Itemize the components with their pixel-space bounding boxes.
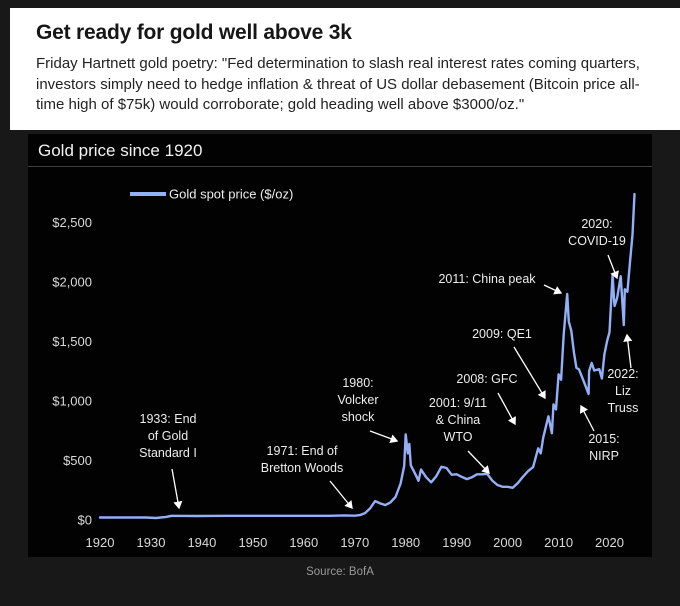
svg-text:of Gold: of Gold (148, 429, 188, 443)
svg-text:2015:: 2015: (588, 432, 619, 446)
svg-text:1980: 1980 (391, 535, 420, 550)
post-card: Get ready for gold well above 3k Friday … (10, 8, 680, 130)
svg-text:Standard I: Standard I (139, 446, 197, 460)
chart-source: Source: BofA (306, 565, 374, 578)
y-axis: $0 $500 $1,000 $1,500 $2,000 $2,500 (52, 215, 92, 527)
svg-text:$2,000: $2,000 (52, 274, 92, 289)
chart-card: Gold price since 1920 $0 $500 $1,000 $1,500… (28, 133, 652, 557)
svg-text:2020:: 2020: (581, 217, 612, 231)
svg-text:& China: & China (436, 413, 481, 427)
svg-text:Volcker: Volcker (338, 393, 379, 407)
gold-chart-svg: $0$500$1,000$1,500$2,000$2,500 1920 1930 1… (52, 186, 639, 550)
svg-text:2009: QE1: 2009: QE1 (472, 327, 532, 341)
chart-legend: Gold spot price ($/oz) (130, 186, 293, 201)
svg-text:Truss: Truss (608, 401, 639, 415)
svg-text:1950: 1950 (238, 535, 267, 550)
post-body: Friday Hartnett gold poetry: "Fed determ… (36, 55, 640, 114)
x-axis: 1920 1930 1940 1950 1960 1970 1980 1990 2000 2010… (86, 535, 624, 550)
svg-text:1971: End of: 1971: End of (267, 444, 338, 458)
svg-text:1970: 1970 (340, 535, 369, 550)
svg-text:2011: China peak: 2011: China peak (438, 272, 536, 286)
svg-text:Bretton Woods: Bretton Woods (261, 461, 343, 475)
svg-text:2001: 9/11: 2001: 9/11 (429, 396, 487, 410)
svg-text:2022:: 2022: (607, 367, 638, 381)
svg-text:WTO: WTO (444, 430, 473, 444)
svg-text:$0: $0 (78, 512, 92, 527)
svg-text:2010: 2010 (544, 535, 573, 550)
svg-text:NIRP: NIRP (589, 449, 619, 463)
post-title: Get ready for gold well above 3k (36, 21, 352, 44)
svg-text:$500: $500 (63, 453, 92, 468)
svg-text:2000: 2000 (493, 535, 522, 550)
chart-body: $0 $500 $1,000 $1,500 $2,000 $2,500 1920 1930 1… (28, 167, 652, 557)
svg-text:2020: 2020 (595, 535, 624, 550)
svg-text:Gold spot price ($/oz): Gold spot price ($/oz) (169, 186, 293, 201)
svg-text:1990: 1990 (442, 535, 471, 550)
svg-text:2008: GFC: 2008: GFC (456, 372, 517, 386)
chart-title: Gold price since 1920 (28, 134, 652, 167)
chart-annotations: 1933: End of Gold Standard I 1971: End of Br… (139, 217, 639, 509)
svg-text:1940: 1940 (187, 535, 216, 550)
svg-text:1933: End: 1933: End (140, 412, 197, 426)
svg-text:1980:: 1980: (342, 376, 373, 390)
svg-text:1960: 1960 (289, 535, 318, 550)
svg-text:1930: 1930 (137, 535, 166, 550)
svg-text:$2,500: $2,500 (52, 215, 92, 230)
svg-text:1920: 1920 (86, 535, 115, 550)
svg-text:$1,500: $1,500 (52, 334, 92, 349)
gold-price-line (98, 192, 636, 519)
svg-text:COVID-19: COVID-19 (568, 234, 626, 248)
svg-text:Liz: Liz (615, 384, 631, 398)
svg-text:shock: shock (342, 410, 375, 424)
svg-text:$1,000: $1,000 (52, 393, 92, 408)
